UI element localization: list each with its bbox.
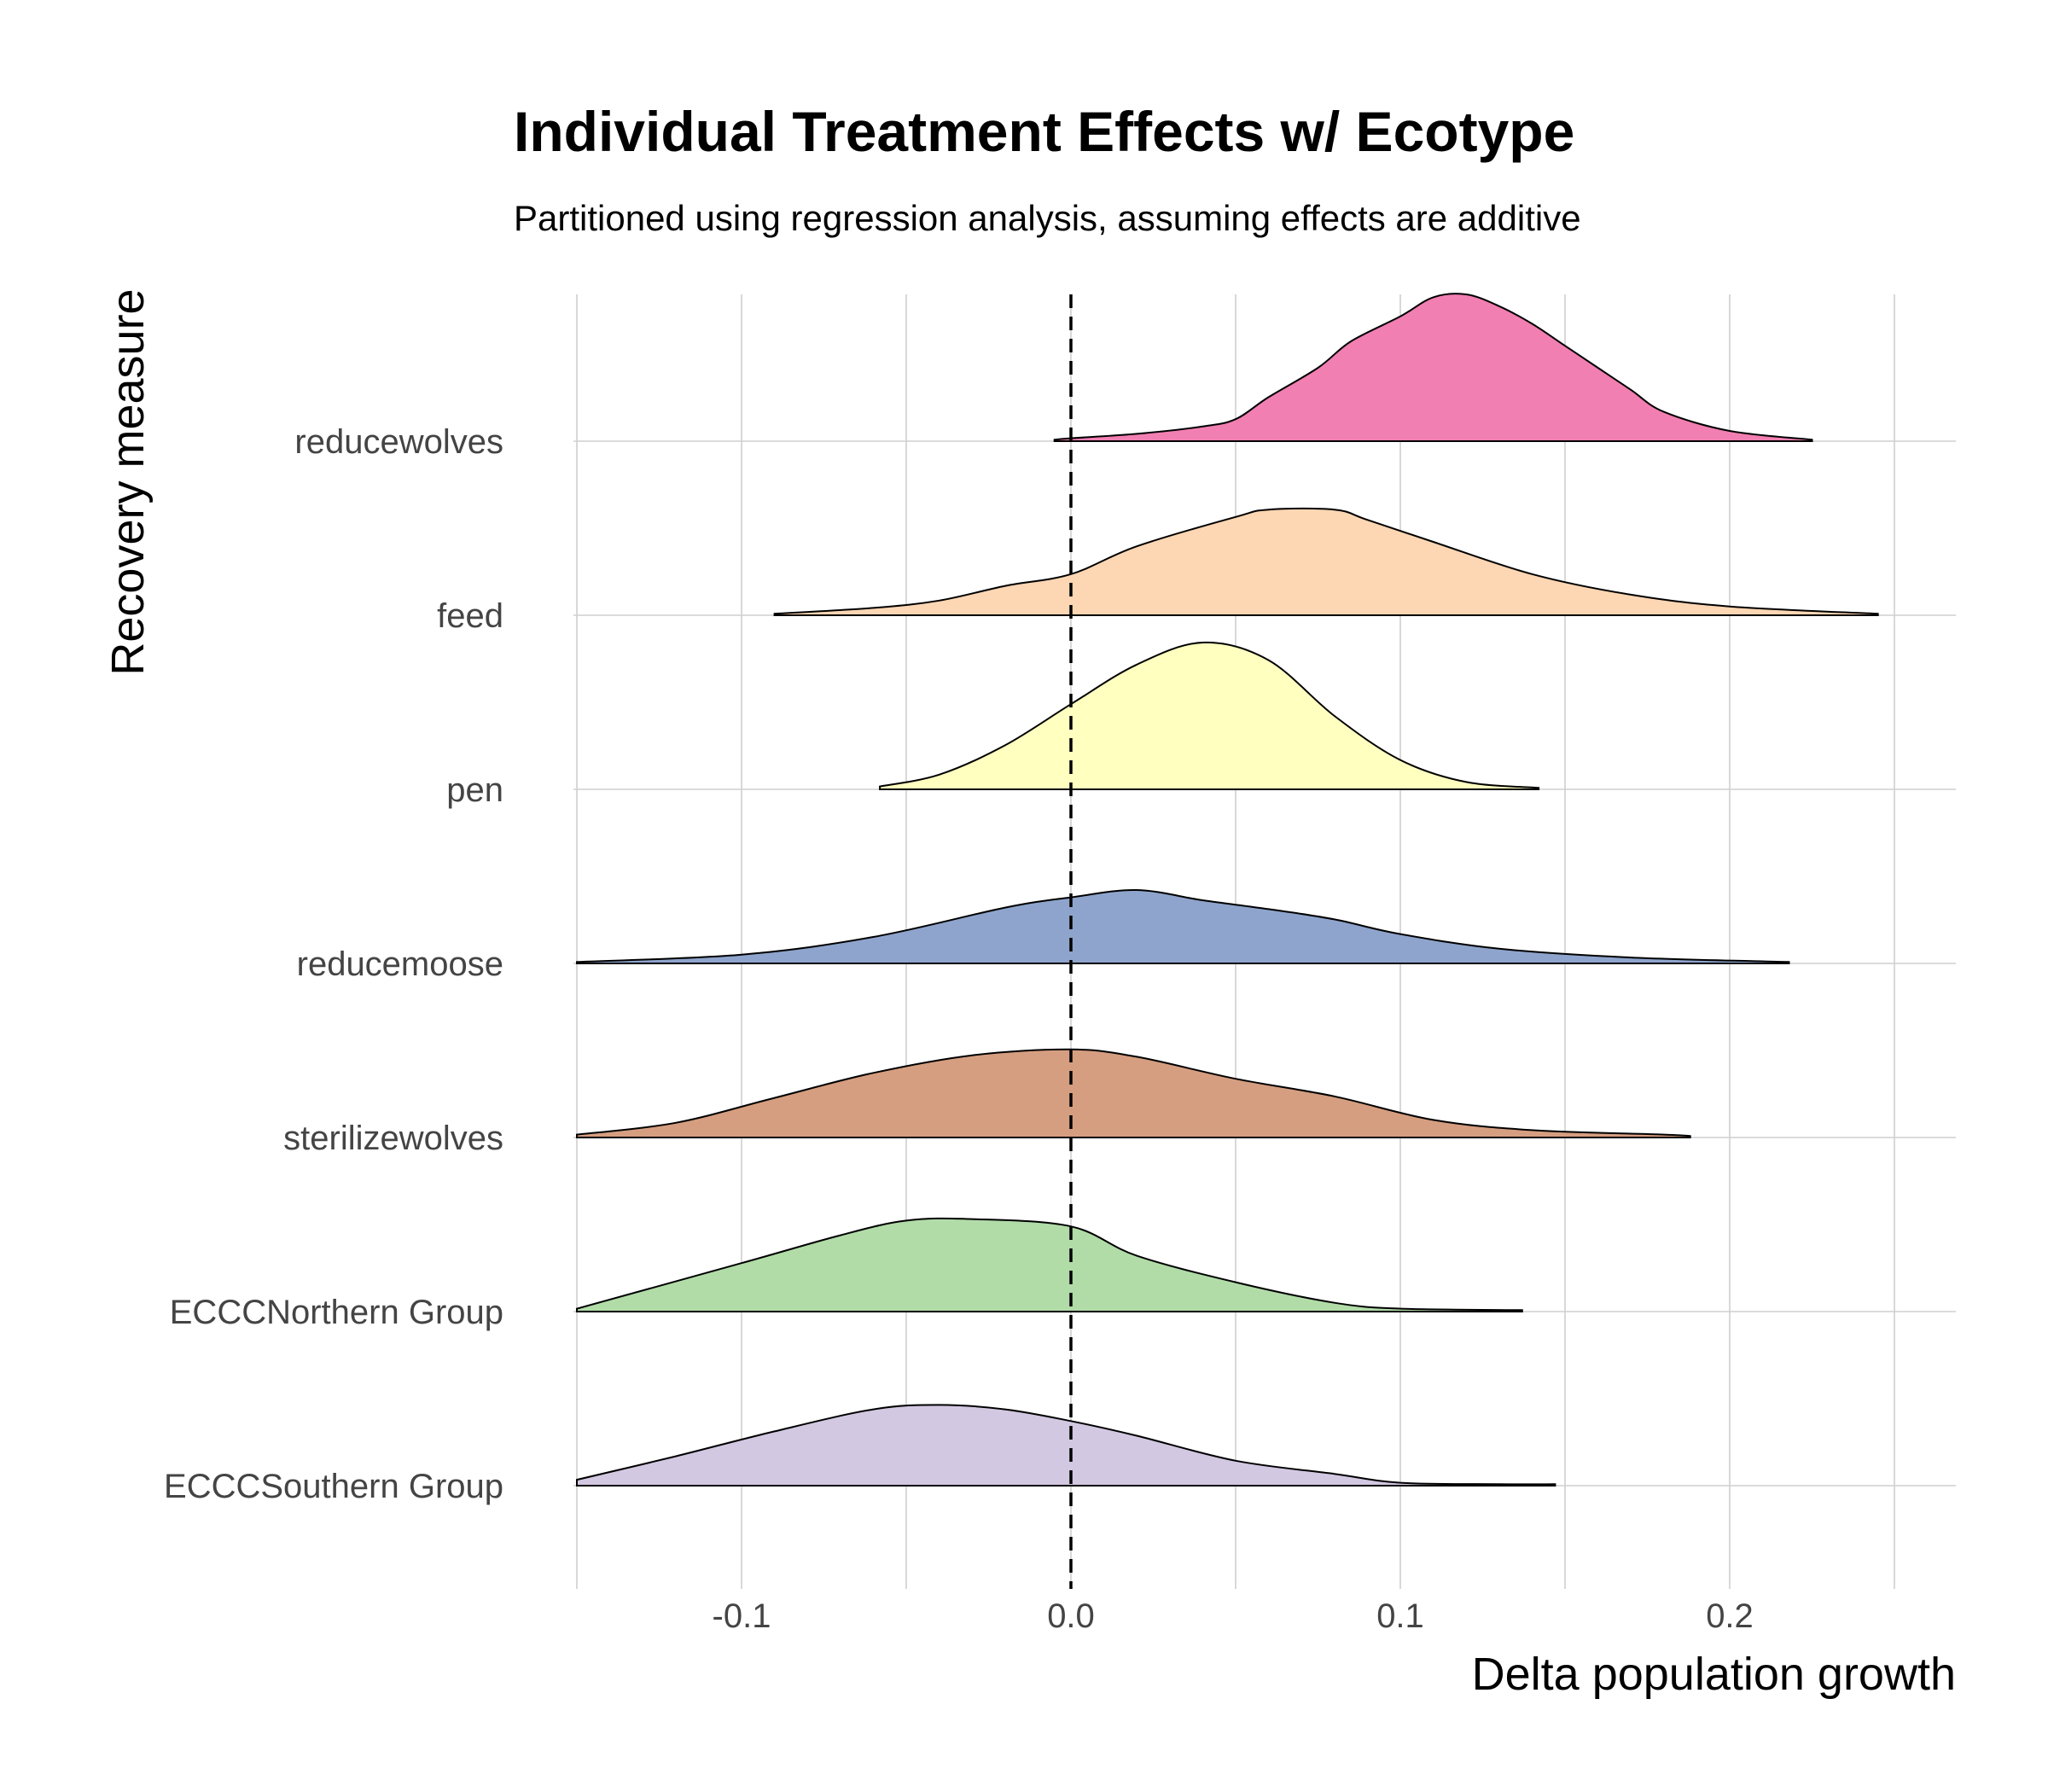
y-tick-label-reducewolves: reducewolves	[294, 423, 503, 461]
y-tick-label-feed: feed	[437, 597, 503, 635]
chart-subtitle: Partitioned using regression analysis, a…	[514, 198, 1581, 238]
ridge-reducewolves	[1053, 293, 1813, 442]
y-tick-label-sterilizewolves: sterilizewolves	[283, 1120, 503, 1157]
ridge-ecccnorthern-group	[576, 1217, 1523, 1312]
x-axis-title: Delta population growth	[1472, 1649, 1956, 1700]
ridge-ecccsouthern-group	[576, 1404, 1556, 1487]
y-tick-label-pen: pen	[446, 771, 503, 809]
x-tick-label: 0.1	[1376, 1597, 1424, 1635]
y-tick-label-ecccnorthern-group: ECCCNorthern Group	[170, 1294, 503, 1331]
ridge-pen	[879, 641, 1540, 790]
chart-title: Individual Treatment Effects w/ Ecotype	[514, 100, 1574, 163]
ridges	[576, 293, 1879, 1487]
x-tick-labels: -0.1 0.0 0.1 0.2	[713, 1597, 1754, 1635]
ridge-reducemoose	[576, 888, 1790, 964]
ridge-sterilizewolves	[576, 1048, 1691, 1138]
x-tick-label: 0.0	[1047, 1597, 1095, 1635]
y-tick-label-reducemoose: reducemoose	[297, 945, 503, 983]
y-axis-title: Recovery measure	[102, 288, 154, 675]
x-tick-label: 0.2	[1706, 1597, 1754, 1635]
y-tick-labels: reducewolves feed pen reducemoose sterilizew…	[164, 423, 503, 1505]
x-tick-label: -0.1	[713, 1597, 771, 1635]
y-tick-label-ecccsouthern-group: ECCCSouthern Group	[164, 1468, 503, 1505]
ridge-feed	[773, 507, 1879, 616]
